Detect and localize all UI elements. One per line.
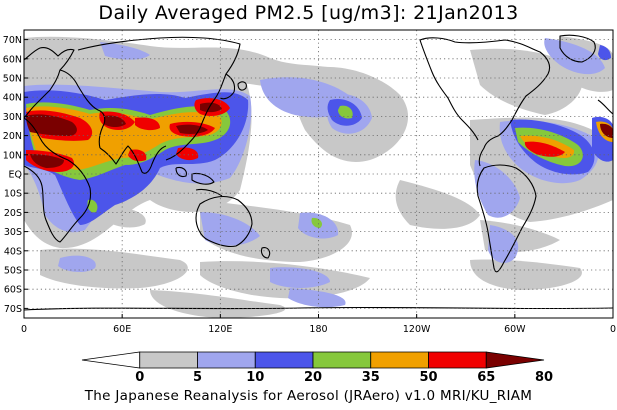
lat-label: 70S	[4, 304, 22, 315]
footer-caption: The Japanese Reanalysis for Aerosol (JRA…	[84, 388, 533, 404]
lat-label: 20S	[4, 208, 22, 219]
lon-label: 0	[21, 324, 27, 335]
latitude-labels: 70N 60N 50N 40N 30N 20N 10N EQ 10S 20S 30S 40S 50S 60…	[3, 35, 22, 315]
lat-label: 50S	[4, 266, 22, 277]
colorbar-label: 50	[419, 370, 437, 385]
colorbar-label: 10	[246, 370, 264, 385]
colorbar-swatch	[370, 351, 429, 369]
colorbar: 0 5 10 20 35 50 65 80	[81, 351, 553, 385]
colorbar-swatch	[428, 351, 487, 369]
lon-label: 120E	[208, 324, 232, 335]
lat-label: 40N	[3, 93, 22, 104]
colorbar-label: 20	[304, 370, 322, 385]
lon-label: 180	[309, 324, 327, 335]
colorbar-label: 35	[362, 370, 380, 385]
colorbar-swatch	[254, 351, 314, 369]
lat-label: 20N	[3, 131, 22, 142]
map-area	[24, 30, 613, 318]
colorbar-label: 65	[477, 370, 495, 385]
grid-lines	[24, 30, 613, 318]
lon-label: 120W	[403, 324, 431, 335]
axis-ticks	[23, 39, 614, 318]
lat-label: 50N	[3, 74, 22, 85]
lat-label: 70N	[3, 35, 22, 46]
pm25-band-80-plus	[26, 102, 613, 168]
colorbar-swatch	[197, 351, 256, 369]
colorbar-swatch	[81, 351, 141, 369]
lat-label: 60N	[3, 54, 22, 65]
lat-label: 60S	[4, 285, 22, 296]
colorbar-swatch	[485, 351, 545, 369]
longitude-labels: 0 60E 120E 180 120W 60W 0	[21, 324, 616, 335]
lat-label: 10S	[4, 189, 22, 200]
lat-label: 10N	[3, 150, 22, 161]
lat-label: 40S	[4, 246, 22, 257]
map-title: Daily Averaged PM2.5 [ug/m3]: 21Jan2013	[98, 2, 519, 24]
colorbar-swatch	[139, 351, 198, 369]
colorbar-label: 0	[135, 370, 144, 385]
lon-label: 60E	[113, 324, 131, 335]
colorbar-swatch	[312, 351, 372, 369]
lon-label: 60W	[504, 324, 526, 335]
lat-label: 30S	[4, 227, 22, 238]
lat-label: 30N	[3, 112, 22, 123]
colorbar-label: 80	[535, 370, 553, 385]
lon-label: 0	[610, 324, 616, 335]
colorbar-label: 5	[193, 370, 202, 385]
lat-label: EQ	[9, 170, 22, 181]
